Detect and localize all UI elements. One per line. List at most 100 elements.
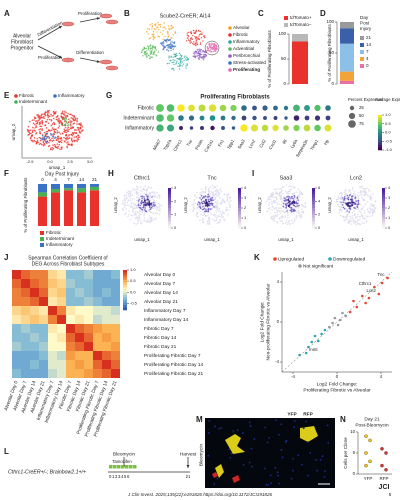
umap-dot (199, 208, 201, 211)
umap-dot (279, 212, 282, 214)
umap-dot (207, 198, 210, 201)
umap-dot (158, 197, 161, 199)
umap-dot (175, 55, 177, 58)
umap-dot (41, 143, 43, 146)
umap-dot (293, 194, 296, 197)
umap-dot (133, 205, 136, 207)
umap-dot (149, 37, 152, 39)
heat-cell (93, 342, 102, 351)
umap-dot (173, 69, 175, 71)
umap-dot (298, 196, 301, 198)
umap-dot (208, 221, 211, 223)
colorbar (378, 120, 382, 123)
umap-dot (156, 192, 158, 195)
umap-dot (42, 113, 44, 115)
umap-dot (171, 68, 173, 70)
umap-dot (209, 186, 212, 188)
umap-dot (291, 208, 293, 211)
x-tick-label: 4 (380, 374, 383, 379)
legend-title: Average Expression (375, 97, 400, 102)
row-label: Fibrotic Day 14 (144, 335, 177, 341)
umap-dot (340, 193, 343, 195)
umap-dot (209, 212, 211, 214)
umap-dot (193, 43, 195, 46)
umap-dot (284, 196, 287, 198)
gene-label: Cxcl1 (268, 138, 278, 150)
dot (189, 126, 194, 130)
row-label: Fibrotic Day 7 (144, 326, 174, 332)
umap-dot (270, 200, 273, 203)
colorbar (312, 211, 315, 215)
umap-dot (366, 187, 368, 190)
umap-dot (364, 215, 367, 217)
row-label: Fibrotic Day 21 (144, 344, 177, 350)
umap-dot (75, 132, 78, 134)
umap-dot (207, 190, 210, 193)
umap-dot (63, 128, 66, 130)
umap-dot (155, 28, 157, 30)
umap-dot (201, 32, 203, 34)
umap-dot (165, 28, 167, 30)
colorbar (378, 122, 382, 125)
umap-dot (156, 207, 159, 210)
umap-dot (192, 42, 194, 45)
umap-dot (210, 213, 213, 216)
tamoxifen-box (133, 465, 137, 469)
umap-dot (292, 197, 294, 200)
umap-dot (50, 113, 52, 116)
heat-cell (111, 288, 120, 297)
umap-dot (374, 200, 377, 202)
umap-dot (147, 193, 149, 196)
umap-dot (38, 115, 41, 117)
umap-dot (220, 216, 223, 219)
umap-dot (129, 199, 131, 202)
dot (284, 116, 288, 120)
umap-dot (367, 210, 370, 213)
dot (293, 104, 300, 112)
umap-dot (360, 212, 363, 214)
panel-letter: H (108, 169, 114, 178)
timeline-days: 21 (186, 474, 191, 479)
umap-dot (291, 219, 293, 222)
bar-segment (77, 184, 86, 189)
y-axis-label: umap_2 (113, 197, 118, 213)
cell (99, 59, 113, 65)
heat-cell (66, 333, 75, 342)
colorbar (382, 208, 385, 212)
bar-segment (340, 71, 354, 81)
umap-dot (287, 204, 290, 207)
heat-cell (93, 270, 102, 279)
umap-dot (53, 143, 56, 146)
umap-dot (203, 192, 205, 194)
umap-dot (194, 55, 196, 58)
umap-dot (372, 193, 374, 195)
nucleus (326, 424, 329, 427)
umap-dot (353, 222, 356, 225)
legend-label: 25 (359, 105, 364, 110)
umap-dot (58, 131, 60, 134)
umap-dot (295, 206, 298, 209)
umap-dot (138, 206, 141, 209)
legend-label: Indeterminant (19, 99, 48, 104)
colorbar (123, 272, 127, 276)
legend-label: Upregulated (278, 256, 304, 262)
umap-dot (279, 197, 282, 200)
umap-dot (272, 218, 274, 220)
umap-dot (268, 208, 271, 211)
nucleus (229, 456, 232, 459)
umap-dot (286, 208, 289, 211)
heat-cell (39, 333, 48, 342)
umap-dot (352, 195, 354, 197)
umap-dot (57, 135, 60, 138)
umap-dot (167, 39, 170, 42)
umap-dot (196, 197, 198, 199)
umap-dot (274, 201, 277, 204)
umap-dot (151, 56, 153, 58)
bar-segment (64, 184, 73, 189)
umap-dot (64, 126, 67, 129)
umap-dot (287, 214, 289, 216)
umap-dot (357, 199, 360, 202)
umap-dot (130, 202, 133, 204)
umap-dot (137, 203, 140, 206)
